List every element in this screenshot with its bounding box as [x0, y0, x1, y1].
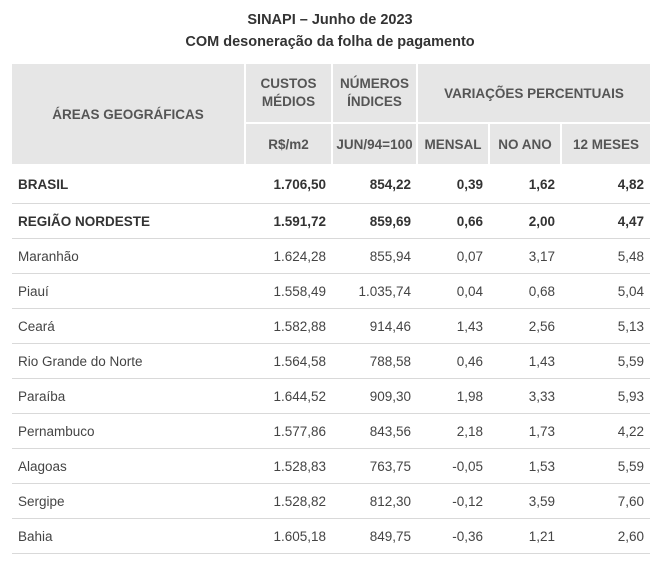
cell-indice: 843,56 — [332, 413, 417, 449]
cell-area: Rio Grande do Norte — [12, 343, 245, 379]
cell-custo: 1.591,72 — [245, 203, 332, 239]
cell-12-meses: 4,82 — [561, 165, 651, 204]
cell-custo: 1.577,86 — [245, 413, 332, 449]
cell-indice: 859,69 — [332, 203, 417, 239]
cell-custo: 1.528,83 — [245, 448, 332, 484]
header-row-sub: R$/m2 JUN/94=100 MENSAL NO ANO 12 MESES — [12, 123, 651, 166]
cell-mensal: 0,39 — [417, 165, 489, 204]
cell-indice: 812,30 — [332, 483, 417, 519]
cell-mensal: -0,05 — [417, 448, 489, 484]
cell-mensal: -0,36 — [417, 518, 489, 554]
header-custos-line1: CUSTOS — [260, 76, 317, 91]
cell-mensal: 0,04 — [417, 273, 489, 309]
cell-area: Sergipe — [12, 483, 245, 519]
cell-indice: 914,46 — [332, 308, 417, 344]
cell-no-ano: 0,68 — [489, 273, 561, 309]
cell-indice: 855,94 — [332, 238, 417, 274]
cell-12-meses: 5,13 — [561, 308, 651, 344]
title-line-1: SINAPI – Junho de 2023 — [247, 12, 413, 28]
cell-indice: 849,75 — [332, 518, 417, 554]
cell-indice: 763,75 — [332, 448, 417, 484]
cell-no-ano: 3,33 — [489, 378, 561, 414]
cell-mensal: 0,66 — [417, 203, 489, 239]
table-row: Alagoas 1.528,83 763,75 -0,05 1,53 5,59 — [12, 448, 651, 484]
cell-area: BRASIL — [12, 165, 245, 204]
cell-mensal: 2,18 — [417, 413, 489, 449]
cell-no-ano: 3,17 — [489, 238, 561, 274]
cell-mensal: 1,43 — [417, 308, 489, 344]
cell-12-meses: 5,93 — [561, 378, 651, 414]
cell-area: Alagoas — [12, 448, 245, 484]
sinapi-table: ÁREAS GEOGRÁFICAS CUSTOS MÉDIOS NÚMEROS … — [12, 64, 651, 554]
cell-no-ano: 1,73 — [489, 413, 561, 449]
header-mensal: MENSAL — [417, 123, 490, 166]
cell-12-meses: 5,48 — [561, 238, 651, 274]
cell-custo: 1.528,82 — [245, 483, 332, 519]
header-unit-numeros: JUN/94=100 — [332, 123, 418, 166]
cell-mensal: -0,12 — [417, 483, 489, 519]
header-numeros: NÚMEROS ÍNDICES — [332, 64, 418, 124]
header-numeros-line2: ÍNDICES — [347, 94, 402, 109]
table-title: SINAPI – Junho de 2023 COM desoneração d… — [0, 0, 660, 55]
cell-custo: 1.706,50 — [245, 165, 332, 204]
cell-12-meses: 4,22 — [561, 413, 651, 449]
cell-area: Ceará — [12, 308, 245, 344]
header-numeros-line1: NÚMEROS — [339, 76, 409, 91]
table-row: REGIÃO NORDESTE 1.591,72 859,69 0,66 2,0… — [12, 203, 651, 239]
cell-indice: 788,58 — [332, 343, 417, 379]
table-row: Pernambuco 1.577,86 843,56 2,18 1,73 4,2… — [12, 413, 651, 449]
cell-area: Bahia — [12, 518, 245, 554]
header-12-meses: 12 MESES — [561, 123, 651, 166]
cell-area: Paraíba — [12, 378, 245, 414]
cell-no-ano: 1,53 — [489, 448, 561, 484]
cell-12-meses: 7,60 — [561, 483, 651, 519]
cell-custo: 1.644,52 — [245, 378, 332, 414]
header-no-ano: NO ANO — [489, 123, 562, 166]
header-unit-custos: R$/m2 — [245, 123, 333, 166]
cell-indice: 909,30 — [332, 378, 417, 414]
header-row-top: ÁREAS GEOGRÁFICAS CUSTOS MÉDIOS NÚMEROS … — [12, 64, 651, 166]
header-custos-line2: MÉDIOS — [261, 94, 316, 109]
cell-12-meses: 2,60 — [561, 518, 651, 554]
cell-no-ano: 2,56 — [489, 308, 561, 344]
cell-custo: 1.582,88 — [245, 308, 332, 344]
cell-indice: 854,22 — [332, 165, 417, 204]
cell-12-meses: 5,04 — [561, 273, 651, 309]
header-variacoes: VARIAÇÕES PERCENTUAIS — [417, 64, 651, 124]
cell-custo: 1.605,18 — [245, 518, 332, 554]
table-row: Bahia 1.605,18 849,75 -0,36 1,21 2,60 — [12, 518, 651, 554]
cell-no-ano: 1,62 — [489, 165, 561, 204]
cell-mensal: 0,07 — [417, 238, 489, 274]
table-row: Sergipe 1.528,82 812,30 -0,12 3,59 7,60 — [12, 483, 651, 519]
table-row: Maranhão 1.624,28 855,94 0,07 3,17 5,48 — [12, 238, 651, 274]
cell-no-ano: 2,00 — [489, 203, 561, 239]
cell-no-ano: 1,21 — [489, 518, 561, 554]
cell-mensal: 1,98 — [417, 378, 489, 414]
table-row: Ceará 1.582,88 914,46 1,43 2,56 5,13 — [12, 308, 651, 344]
cell-12-meses: 4,47 — [561, 203, 651, 239]
cell-area: Maranhão — [12, 238, 245, 274]
cell-custo: 1.558,49 — [245, 273, 332, 309]
cell-no-ano: 1,43 — [489, 343, 561, 379]
cell-indice: 1.035,74 — [332, 273, 417, 309]
cell-custo: 1.564,58 — [245, 343, 332, 379]
table-row: Rio Grande do Norte 1.564,58 788,58 0,46… — [12, 343, 651, 379]
table-row: Paraíba 1.644,52 909,30 1,98 3,33 5,93 — [12, 378, 651, 414]
cell-custo: 1.624,28 — [245, 238, 332, 274]
table-row: BRASIL 1.706,50 854,22 0,39 1,62 4,82 — [12, 165, 651, 204]
header-custos: CUSTOS MÉDIOS — [245, 64, 333, 124]
cell-area: Piauí — [12, 273, 245, 309]
cell-12-meses: 5,59 — [561, 343, 651, 379]
header-areas: ÁREAS GEOGRÁFICAS — [12, 64, 246, 166]
cell-area: REGIÃO NORDESTE — [12, 203, 245, 239]
cell-no-ano: 3,59 — [489, 483, 561, 519]
table-row: Piauí 1.558,49 1.035,74 0,04 0,68 5,04 — [12, 273, 651, 309]
cell-12-meses: 5,59 — [561, 448, 651, 484]
cell-mensal: 0,46 — [417, 343, 489, 379]
title-line-2: COM desoneração da folha de pagamento — [185, 34, 475, 50]
cell-area: Pernambuco — [12, 413, 245, 449]
